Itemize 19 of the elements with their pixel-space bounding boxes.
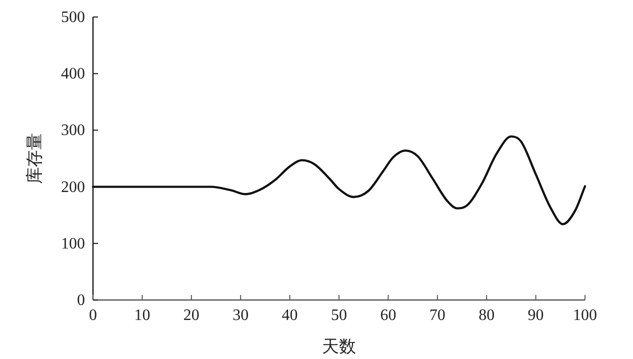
x-tick-label: 60 — [380, 307, 396, 324]
y-tick-label: 500 — [61, 9, 85, 26]
y-tick-label: 0 — [77, 292, 85, 309]
x-tick-label: 90 — [528, 307, 544, 324]
x-tick-label: 70 — [429, 307, 446, 324]
x-tick-label: 50 — [331, 307, 347, 324]
x-tick-label: 20 — [183, 307, 200, 324]
x-tick-label: 30 — [232, 307, 249, 324]
x-tick-label: 0 — [89, 307, 97, 324]
x-tick-label: 40 — [282, 307, 298, 324]
y-tick-label: 400 — [61, 66, 85, 83]
y-axis-title: 库存量 — [25, 133, 44, 184]
x-tick-label: 80 — [478, 307, 495, 324]
x-axis-title: 天数 — [322, 337, 356, 356]
x-tick-label: 10 — [134, 307, 150, 324]
x-tick-label: 100 — [573, 307, 597, 324]
y-tick-label: 100 — [61, 235, 85, 252]
y-tick-label: 200 — [61, 178, 85, 196]
y-tick-label: 300 — [61, 122, 85, 140]
